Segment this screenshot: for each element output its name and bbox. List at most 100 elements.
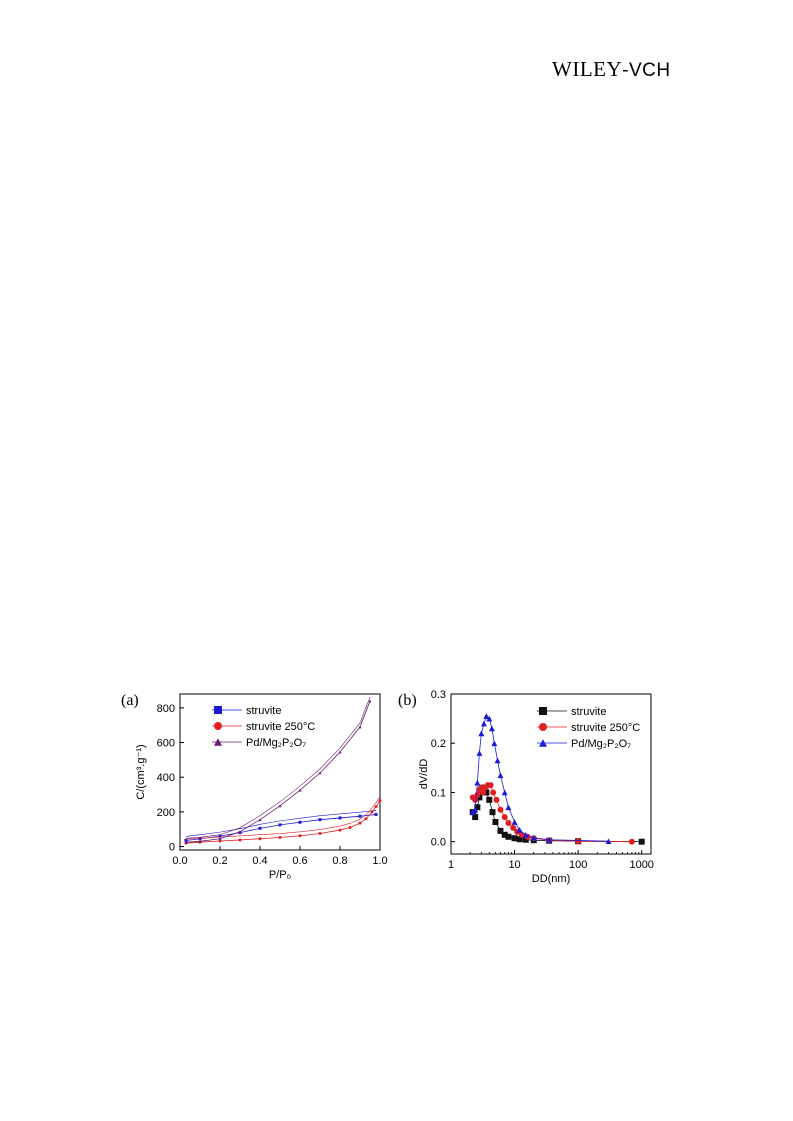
data-point xyxy=(364,817,368,821)
legend-marker xyxy=(539,723,547,731)
data-point xyxy=(522,831,529,838)
data-point xyxy=(638,838,645,845)
data-point xyxy=(575,838,582,845)
data-point xyxy=(489,809,496,816)
data-point xyxy=(258,818,262,822)
y-tick-label: 400 xyxy=(157,772,175,784)
data-point xyxy=(497,827,504,834)
data-point xyxy=(218,839,222,843)
data-point xyxy=(486,715,493,722)
x-tick-label: 1 xyxy=(448,859,454,871)
x-tick-label: 0.2 xyxy=(212,855,227,867)
legend-marker xyxy=(214,722,222,730)
data-point xyxy=(318,832,322,836)
data-point xyxy=(501,789,508,796)
data-point xyxy=(474,804,481,811)
series-2 xyxy=(184,796,382,845)
data-point xyxy=(511,819,518,825)
series-line-desorption xyxy=(185,810,377,837)
data-point xyxy=(497,806,504,813)
legend-marker xyxy=(214,738,222,746)
data-point xyxy=(368,699,372,703)
pore-size-chart: 1 10 100 1000 0.0 0.1 0.2 0.3 DD(nm) dV/dD struvit… xyxy=(418,689,654,885)
data-point xyxy=(358,725,362,729)
data-point xyxy=(493,796,500,803)
y-tick-label: 0.3 xyxy=(431,689,446,701)
data-point xyxy=(374,805,378,809)
data-point xyxy=(184,840,188,844)
data-point xyxy=(218,837,222,841)
publisher-logo: WILEY-VCH xyxy=(552,57,697,83)
data-point xyxy=(478,784,485,791)
series-3 xyxy=(469,713,612,845)
y-tick-label: 0.0 xyxy=(431,837,446,849)
data-point xyxy=(298,788,302,792)
legend-label: struvite xyxy=(571,706,606,718)
data-point xyxy=(522,836,529,843)
data-point xyxy=(238,838,242,842)
data-point xyxy=(490,789,497,796)
data-point xyxy=(497,772,504,779)
data-point xyxy=(476,794,483,801)
y-tick-label: 0.2 xyxy=(431,738,446,750)
series-line xyxy=(472,784,632,843)
data-point xyxy=(378,799,382,803)
data-point xyxy=(278,823,282,827)
data-point xyxy=(338,750,342,754)
data-point xyxy=(505,819,512,826)
data-point xyxy=(338,816,342,820)
data-point xyxy=(258,837,262,841)
data-point xyxy=(238,830,242,834)
series-1 xyxy=(184,810,378,842)
data-point xyxy=(318,771,322,775)
y-tick-label: 600 xyxy=(157,738,175,750)
y-tick-label: 800 xyxy=(157,703,175,715)
series-3 xyxy=(184,696,372,844)
data-point xyxy=(184,838,188,842)
data-point xyxy=(501,831,508,838)
data-point xyxy=(474,779,481,786)
data-point xyxy=(476,750,483,756)
data-point xyxy=(318,818,322,822)
data-point xyxy=(480,789,487,796)
y-tick-label: 200 xyxy=(157,807,175,819)
data-point xyxy=(546,836,553,843)
data-point xyxy=(298,834,302,838)
series-line-desorption xyxy=(185,696,371,839)
x-tick-label: 1000 xyxy=(629,859,653,871)
legend-marker xyxy=(214,706,222,714)
legend: struvite struvite 250°C Pd/Mg₂P₂O₇ xyxy=(537,706,640,750)
data-point xyxy=(348,825,352,829)
data-point xyxy=(358,814,362,818)
data-point xyxy=(494,757,501,764)
data-point xyxy=(516,827,523,833)
data-point xyxy=(487,782,494,789)
series-1 xyxy=(469,784,645,845)
data-point xyxy=(374,812,378,816)
data-point xyxy=(483,713,490,720)
data-point xyxy=(505,804,512,811)
y-axis-label: dV/dD xyxy=(418,759,430,790)
data-point xyxy=(472,796,479,803)
plot-frame xyxy=(179,693,381,851)
x-tick-label: 0.0 xyxy=(172,855,187,867)
data-point xyxy=(278,836,282,840)
legend-label: Pd/Mg₂P₂O₇ xyxy=(571,738,631,750)
data-point xyxy=(505,833,512,840)
isotherm-chart: 0.0 0.2 0.4 0.6 0.8 1.0 0 200 400 600 800 P/P₀ C/(cm… xyxy=(135,693,388,881)
data-point xyxy=(370,810,374,814)
data-point xyxy=(472,806,479,813)
x-tick-label: 0.4 xyxy=(252,855,267,867)
y-tick-label: 0 xyxy=(169,842,175,854)
x-axis-label: DD(nm) xyxy=(532,873,571,885)
data-point xyxy=(491,740,498,747)
y-tick-label: 0.1 xyxy=(431,787,446,799)
publisher-logo-sub: -VCH xyxy=(622,60,671,81)
data-point xyxy=(472,814,479,821)
panel-a-label: (a) xyxy=(121,692,139,709)
legend-marker xyxy=(539,739,547,747)
data-point xyxy=(278,804,282,808)
data-point xyxy=(258,826,262,830)
data-point xyxy=(218,834,222,838)
x-tick-label: 1.0 xyxy=(372,855,387,867)
